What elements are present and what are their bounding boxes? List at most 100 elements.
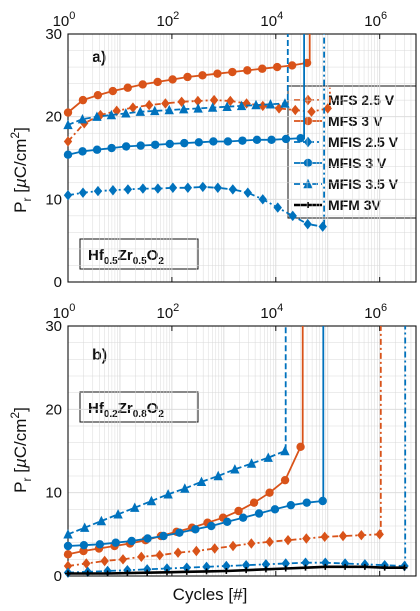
x-tick-label: 106 (364, 302, 387, 322)
data-point (63, 136, 73, 147)
data-point (209, 137, 218, 146)
data-point (222, 517, 232, 527)
data-point (247, 538, 256, 549)
legend-marker (303, 116, 313, 126)
data-point (161, 98, 170, 109)
data-point (65, 570, 71, 577)
x-tick-label: 102 (156, 10, 179, 30)
data-point (96, 515, 107, 526)
legend-item: MFIS 3 V (294, 155, 387, 171)
data-point (155, 549, 164, 561)
data-point (202, 561, 211, 573)
data-point (238, 513, 248, 522)
panel-b: 100 102 104 106 0 10 20 30 (45, 302, 417, 585)
data-point (92, 145, 102, 154)
data-point (291, 104, 300, 116)
data-point (249, 498, 259, 507)
data-point (296, 442, 305, 452)
data-point (246, 458, 257, 468)
x-tick-label: 100 (53, 302, 76, 322)
data-point (213, 69, 222, 78)
data-point (323, 103, 332, 114)
data-point (258, 100, 268, 112)
data-point (138, 80, 147, 89)
data-point (210, 543, 219, 554)
data-point (361, 563, 368, 570)
data-point (79, 540, 89, 550)
y-axis-label-bottom: Pr [µC/cm2] (8, 407, 34, 493)
y-axis-label-top: Pr [µC/cm2] (8, 127, 34, 213)
data-point (92, 111, 102, 121)
y-tick-label: 0 (54, 274, 62, 291)
data-point (173, 547, 183, 558)
data-point (342, 563, 349, 570)
data-point (321, 557, 330, 568)
data-point (63, 560, 73, 572)
data-point (265, 488, 274, 497)
data-point (222, 560, 231, 572)
data-point (138, 183, 148, 194)
y-tick-label: 0 (54, 568, 62, 585)
data-point (318, 221, 327, 232)
y-tick-label: 10 (45, 485, 62, 502)
material-label-b: Hf0.2Zr0.8O2 (79, 391, 199, 423)
data-point (183, 182, 193, 193)
data-point (107, 143, 116, 153)
data-point (108, 86, 118, 96)
x-tick-label: 106 (364, 10, 387, 30)
data-point (320, 531, 329, 543)
data-point (77, 113, 88, 124)
legend-item: MFIS 2.5 V (294, 134, 399, 150)
data-point (283, 534, 293, 546)
series-line (68, 565, 405, 575)
data-point (196, 476, 207, 487)
data-point (143, 534, 152, 543)
axes-frame-b (67, 325, 417, 577)
data-point (288, 210, 297, 222)
data-point (79, 522, 90, 532)
data-point (236, 100, 247, 111)
data-point (163, 489, 173, 499)
data-point (302, 533, 311, 544)
y-tick-label: 20 (45, 109, 62, 126)
y-tick-label: 30 (45, 26, 62, 43)
data-point (63, 150, 73, 159)
series-b-0 (63, 326, 384, 572)
y-tick-label: 20 (45, 401, 62, 418)
data-point (168, 182, 178, 193)
data-point (63, 529, 73, 539)
data-point (274, 103, 284, 114)
data-point (318, 496, 327, 506)
data-point (128, 102, 138, 113)
data-point (191, 525, 200, 534)
data-point (228, 184, 238, 195)
x-tick-label: 102 (156, 302, 179, 322)
data-point (177, 96, 186, 107)
data-point (84, 570, 91, 577)
data-point (223, 137, 233, 146)
data-point (262, 566, 269, 573)
legend-marker (305, 202, 311, 208)
data-point (165, 139, 174, 149)
data-point (303, 218, 312, 230)
data-point (302, 564, 309, 571)
data-point (261, 559, 271, 570)
data-point (104, 570, 111, 577)
data-point (144, 99, 154, 111)
data-point (179, 104, 189, 114)
data-point (207, 521, 216, 531)
y-tick-label: 10 (45, 191, 62, 208)
x-tick-label: 100 (53, 10, 76, 30)
data-point (280, 98, 290, 108)
y-tick-label: 30 (45, 318, 62, 335)
data-point (63, 550, 73, 559)
data-point (144, 569, 151, 576)
data-point (258, 64, 267, 73)
data-point (159, 531, 168, 541)
data-point (243, 187, 252, 198)
data-point (280, 445, 290, 456)
data-point (180, 483, 190, 493)
series-a-4 (63, 34, 290, 130)
data-point (281, 558, 290, 569)
